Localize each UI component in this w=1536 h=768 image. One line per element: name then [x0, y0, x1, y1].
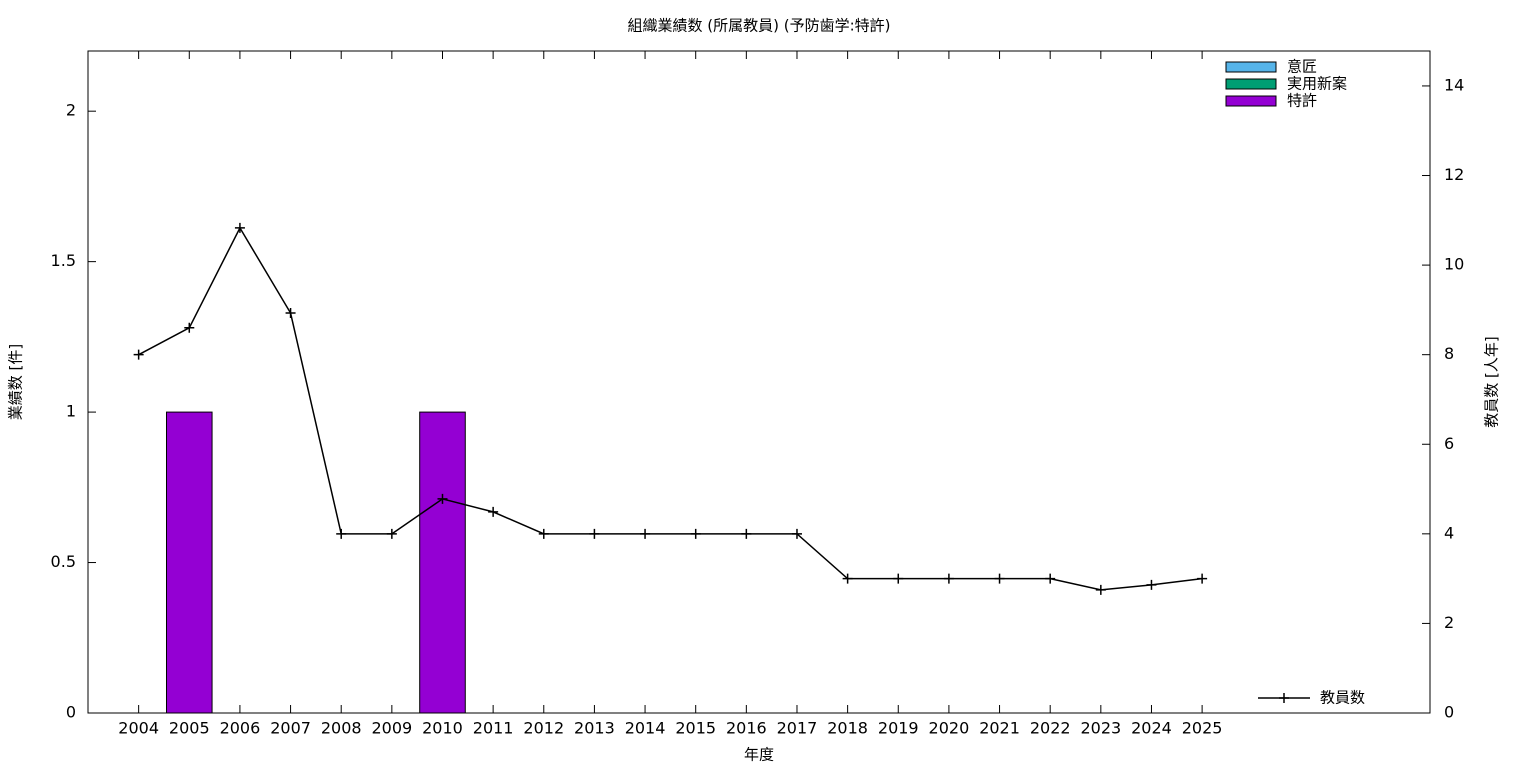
bar — [165, 411, 213, 714]
y-tick-label: 1.5 — [51, 251, 76, 270]
x-tick-label: 2012 — [523, 719, 564, 738]
x-tick-label: 2009 — [371, 719, 412, 738]
point — [488, 506, 499, 517]
point — [184, 322, 195, 333]
legend-swatch — [1225, 61, 1277, 73]
y2-tick-label: 4 — [1444, 523, 1454, 542]
point — [1095, 584, 1106, 595]
x-tick-label: 2011 — [473, 719, 514, 738]
legend-swatch — [1225, 78, 1277, 90]
x-tick-label: 2022 — [1030, 719, 1071, 738]
point — [133, 349, 144, 360]
legend-label: 意匠 — [1287, 58, 1317, 76]
x-tick-label: 2017 — [777, 719, 818, 738]
point — [791, 528, 802, 539]
point — [285, 308, 296, 319]
y-tick-label: 2 — [66, 101, 76, 120]
point — [994, 573, 1005, 584]
x-axis-label: 年度 — [744, 746, 774, 764]
point — [589, 528, 600, 539]
x-tick-label: 2015 — [675, 719, 716, 738]
x-tick-label: 2008 — [321, 719, 362, 738]
point — [741, 528, 752, 539]
x-tick-label: 2025 — [1182, 719, 1223, 738]
point — [1197, 573, 1208, 584]
point — [538, 528, 549, 539]
y-tick-label: 0.5 — [51, 552, 76, 571]
y2-axis-label: 教員数 [人年] — [1483, 336, 1501, 427]
point — [842, 573, 853, 584]
y2-tick-label: 8 — [1444, 344, 1454, 363]
x-tick-label: 2023 — [1080, 719, 1121, 738]
y2-tick-label: 2 — [1444, 613, 1454, 632]
legend-label: 教員数 — [1320, 689, 1365, 707]
plot-frame — [87, 50, 1431, 714]
point — [1146, 579, 1157, 590]
legend-label: 実用新案 — [1287, 75, 1347, 93]
point — [234, 222, 245, 233]
y-tick-label: 0 — [66, 703, 76, 722]
y-tick-label: 1 — [66, 402, 76, 421]
x-tick-label: 2020 — [929, 719, 970, 738]
point — [437, 493, 448, 504]
point — [336, 528, 347, 539]
x-tick-label: 2016 — [726, 719, 767, 738]
point — [640, 528, 651, 539]
x-tick-label: 2004 — [118, 719, 159, 738]
x-tick-label: 2010 — [422, 719, 463, 738]
point — [943, 573, 954, 584]
y2-tick-label: 10 — [1444, 255, 1464, 274]
legend-label: 特許 — [1287, 92, 1317, 110]
x-tick-label: 2019 — [878, 719, 919, 738]
line — [138, 226, 1203, 591]
legend-marker — [1279, 693, 1289, 703]
x-tick-label: 2021 — [979, 719, 1020, 738]
chart-title: 組織業績数 (所属教員) (予防歯学:特許) — [628, 17, 891, 35]
x-tick-label: 2024 — [1131, 719, 1172, 738]
y2-tick-label: 6 — [1444, 434, 1454, 453]
y2-tick-label: 12 — [1444, 165, 1464, 184]
y-axis-label: 業績数 [件] — [7, 344, 25, 420]
bar — [419, 411, 466, 714]
x-tick-label: 2006 — [220, 719, 261, 738]
y2-tick-label: 0 — [1444, 703, 1454, 722]
point — [386, 528, 397, 539]
x-tick-label: 2005 — [169, 719, 210, 738]
y2-tick-label: 14 — [1444, 75, 1464, 94]
x-tick-label: 2014 — [625, 719, 666, 738]
x-tick-label: 2018 — [827, 719, 868, 738]
point — [690, 528, 701, 539]
legend-swatch — [1225, 95, 1277, 107]
x-tick-label: 2013 — [574, 719, 615, 738]
x-tick-label: 2007 — [270, 719, 311, 738]
point — [893, 573, 904, 584]
point — [1045, 573, 1056, 584]
